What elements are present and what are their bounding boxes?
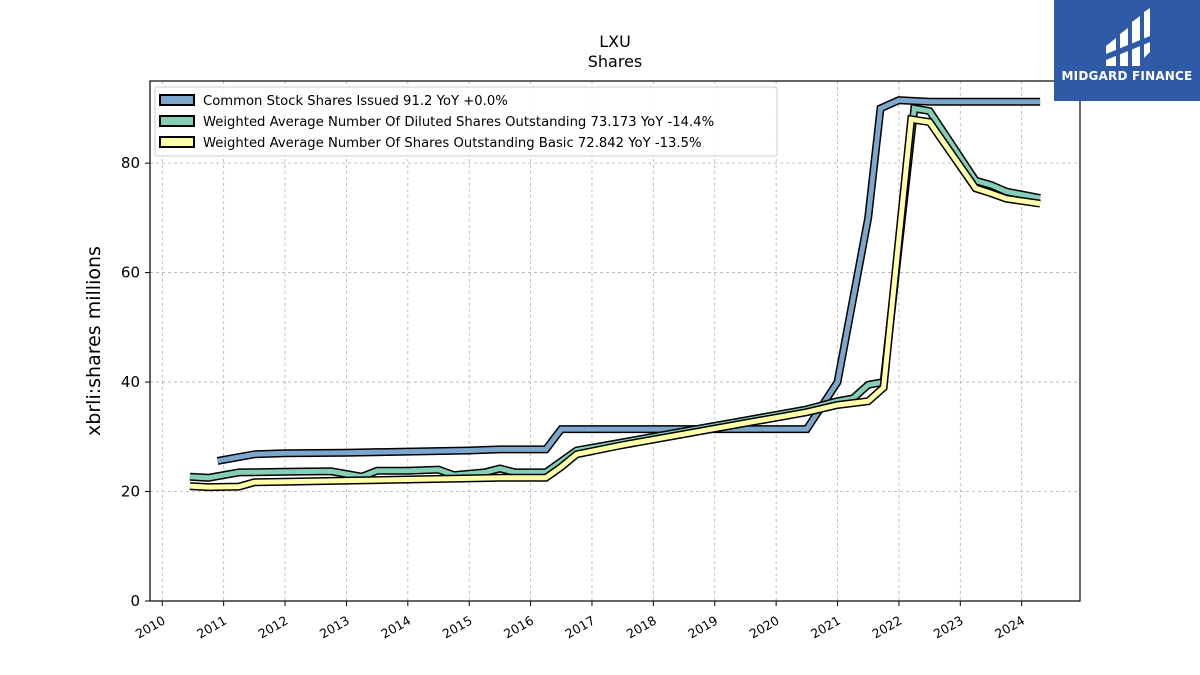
x-tick-label: 2019 [685,613,720,642]
legend-box [154,86,778,157]
series-line-2 [189,116,1041,490]
chart-title: LXU [599,32,631,51]
x-tick-label: 2015 [440,613,475,642]
x-tick-label: 2020 [747,613,782,642]
x-tick-label: 2016 [501,613,536,642]
y-tick-label: 20 [121,483,140,501]
legend-swatch-1 [159,115,195,127]
x-tick-label: 2011 [194,613,229,642]
grid [150,81,1080,602]
x-tick-label: 2018 [624,613,659,642]
logo-text: MIDGARD FINANCE [1061,69,1193,83]
legend-label-2: Weighted Average Number Of Shares Outsta… [203,136,702,151]
y-tick-label: 60 [121,264,140,282]
x-tick-label: 2010 [133,613,168,642]
legend-label-1: Weighted Average Number Of Diluted Share… [203,115,714,130]
legend: Common Stock Shares Issued 91.2 YoY +0.0… [154,86,778,157]
x-tick-label: 2012 [255,613,290,642]
y-axis: 0 20 40 60 80 [121,154,150,610]
x-tick-label: 2024 [992,613,1027,642]
legend-swatch-2 [159,136,195,148]
y-tick-label: 80 [121,154,140,172]
x-tick-label: 2021 [808,613,843,642]
x-tick-label: 2013 [317,613,352,642]
y-tick-label: 0 [130,592,140,610]
chart-subtitle: Shares [588,52,643,71]
midgard-finance-logo: MIDGARD FINANCE [1054,0,1200,101]
series-line-0 [217,97,1041,464]
x-tick-label: 2014 [378,613,413,642]
legend-swatch-0 [159,94,195,106]
x-axis: 2010 2011 2012 2013 2014 2015 2016 2017 2018 2019… [133,601,1027,642]
series-lines [189,96,1041,492]
y-tick-label: 40 [121,373,140,391]
x-tick-label: 2023 [931,613,966,642]
x-tick-label: 2022 [869,613,904,642]
midgard-logo-icon [1106,8,1150,66]
series-outline-1 [189,103,1041,482]
y-axis-label: xbrli:shares millions [83,246,105,436]
legend-label-0: Common Stock Shares Issued 91.2 YoY +0.0… [203,94,508,109]
plot-frame [149,80,1081,602]
series-line-1 [189,105,1041,481]
x-tick-label: 2017 [562,613,597,642]
